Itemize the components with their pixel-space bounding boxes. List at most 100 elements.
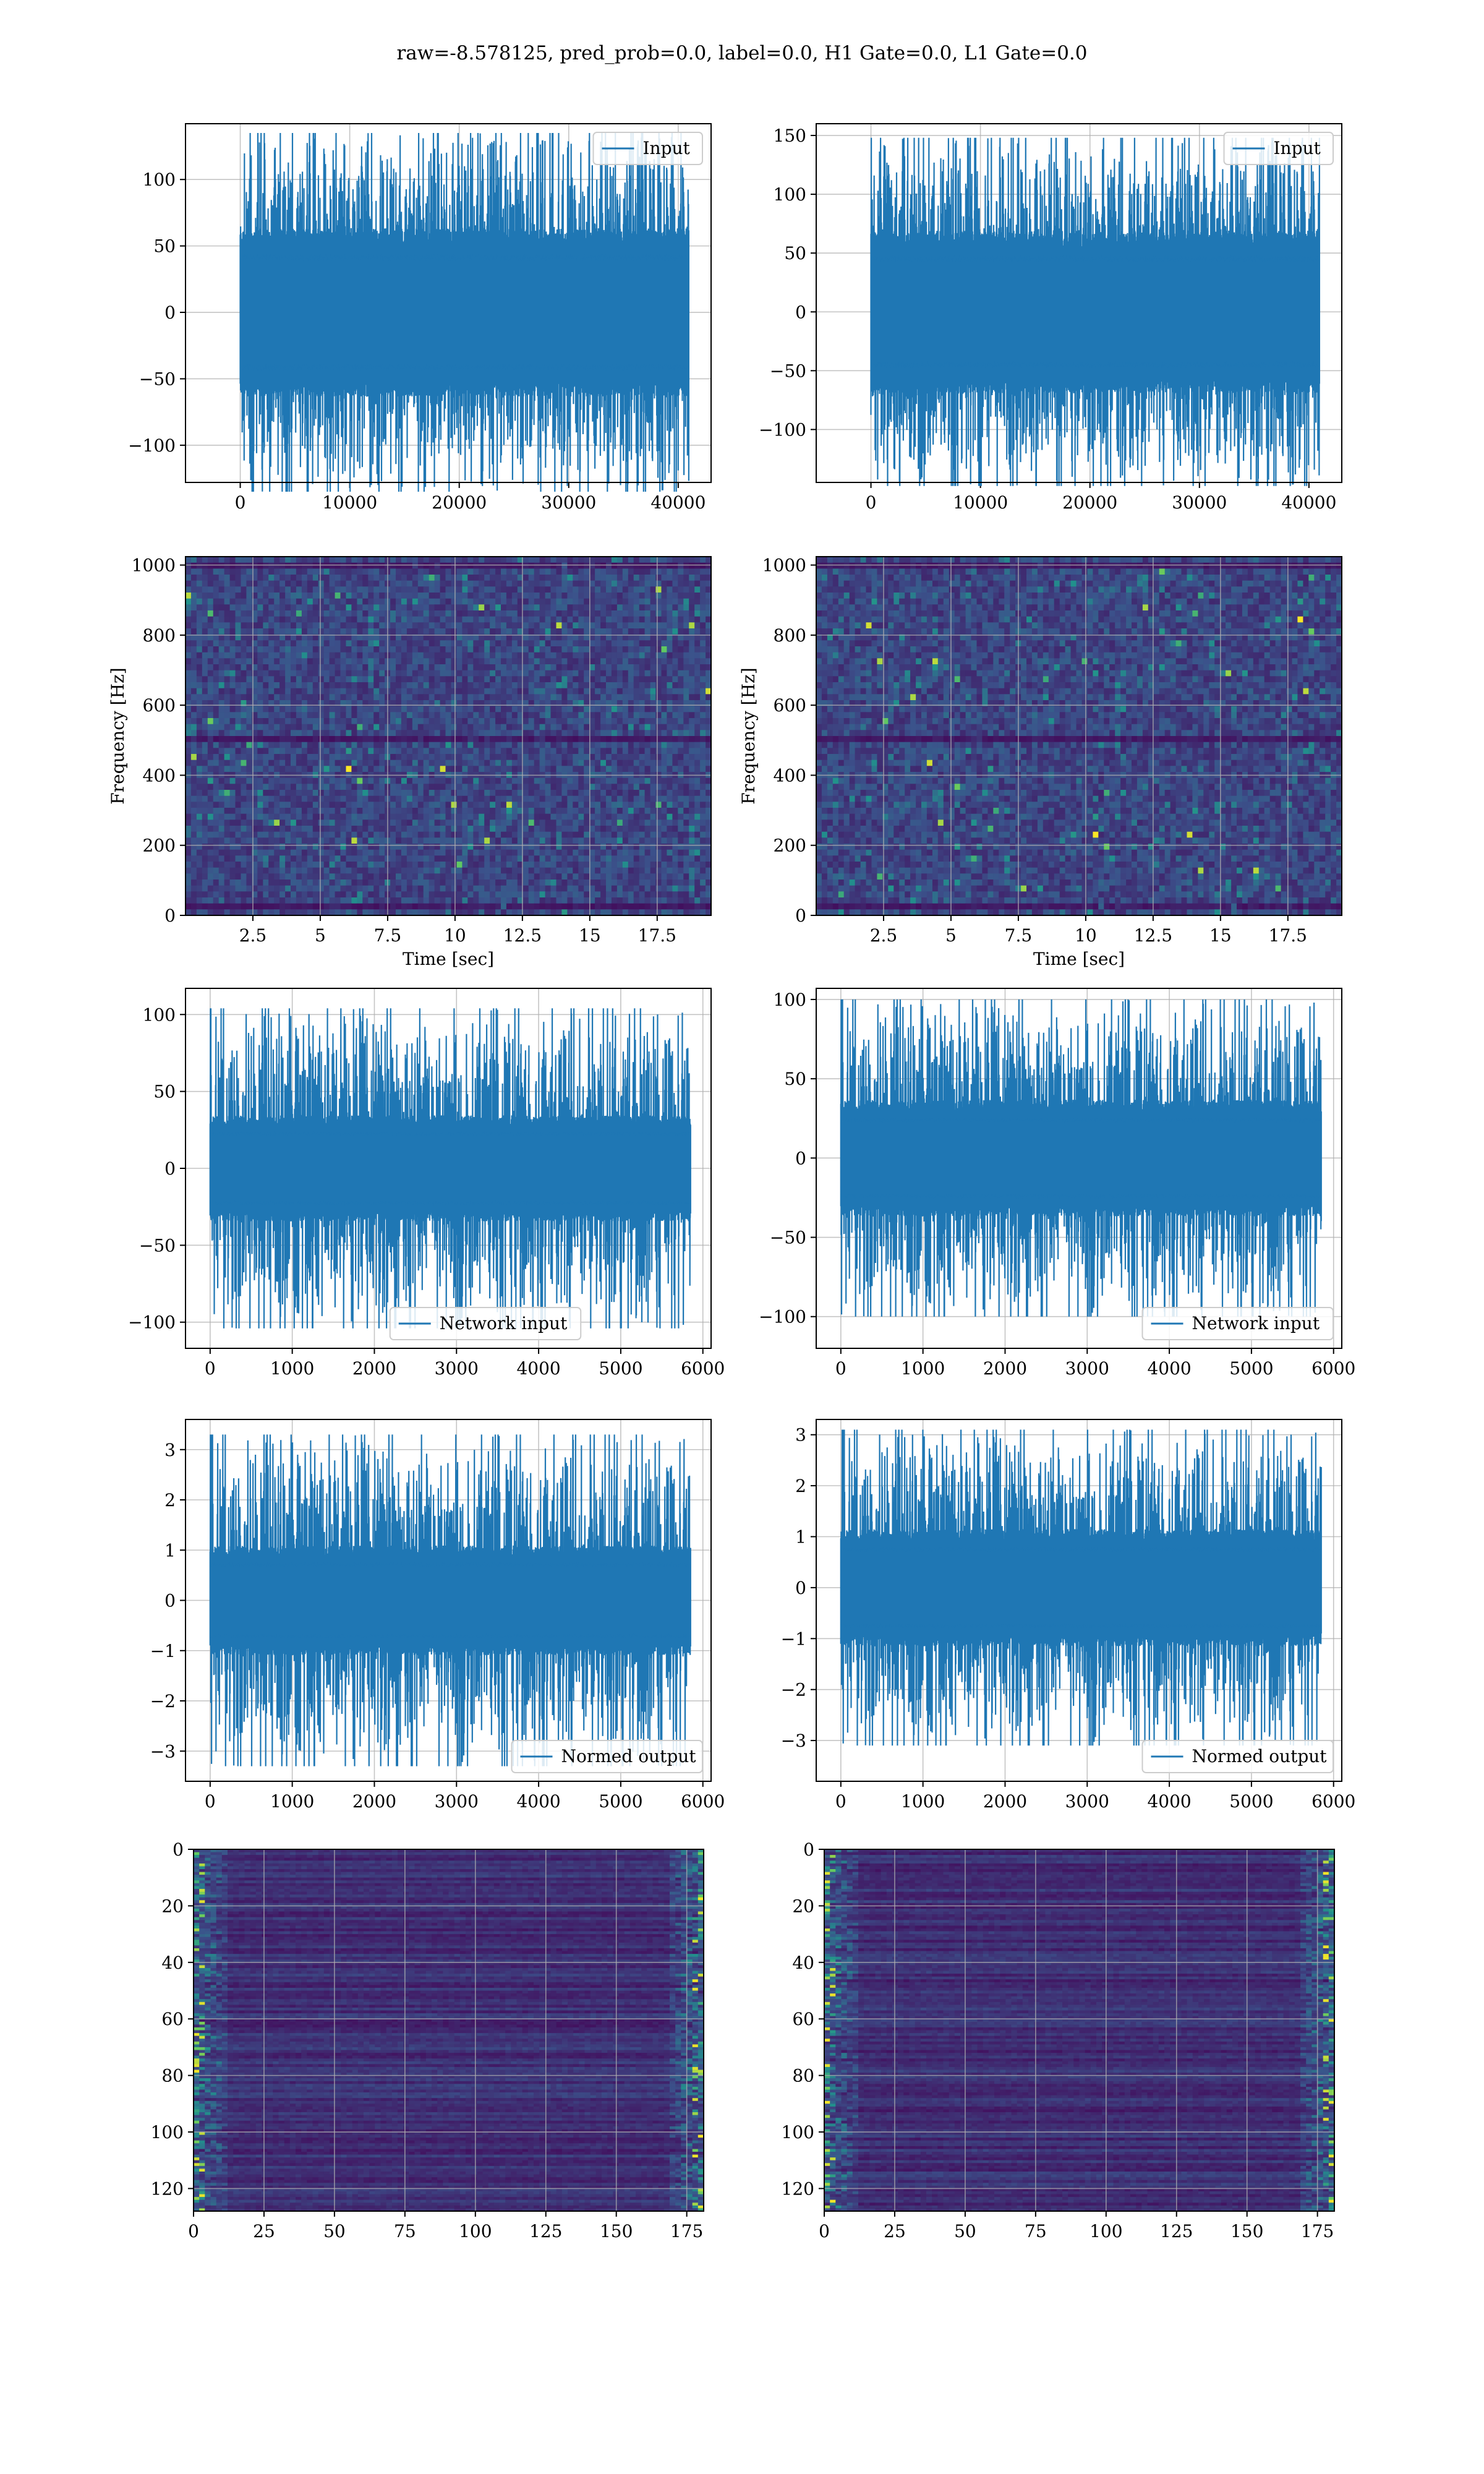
heat-cell bbox=[473, 688, 479, 695]
heat-cell bbox=[672, 754, 678, 760]
heat-cell bbox=[495, 676, 501, 682]
heat-cell bbox=[667, 610, 673, 617]
heat-cell bbox=[246, 832, 252, 838]
heat-cell bbox=[628, 640, 634, 646]
heat-cell bbox=[584, 808, 590, 814]
heat-cell bbox=[512, 628, 518, 635]
heat-cell bbox=[694, 676, 701, 682]
heat-cell bbox=[484, 563, 490, 569]
heat-cell bbox=[307, 862, 313, 868]
heat-cell bbox=[529, 706, 535, 713]
heat-cell bbox=[429, 640, 435, 646]
heat-cell bbox=[645, 718, 651, 724]
heat-cell bbox=[313, 575, 319, 581]
heat-cell bbox=[473, 760, 479, 766]
heat-cell bbox=[689, 599, 695, 605]
heat-cell bbox=[230, 742, 236, 748]
heat-cell bbox=[429, 604, 435, 610]
heat-cell bbox=[700, 581, 706, 587]
heat-cell bbox=[656, 658, 662, 664]
heat-cell bbox=[484, 766, 490, 772]
heat-cell bbox=[324, 766, 330, 772]
heat-cell bbox=[545, 653, 552, 659]
heat-cell bbox=[396, 682, 402, 688]
heat-cell bbox=[506, 706, 513, 713]
heat-cell bbox=[650, 724, 657, 730]
heat-cell bbox=[600, 581, 607, 587]
heat-cell bbox=[346, 688, 352, 695]
heat-cell bbox=[230, 581, 236, 587]
heat-cell bbox=[440, 610, 446, 617]
heat-cell bbox=[412, 646, 419, 653]
heat-cell bbox=[672, 730, 678, 736]
heat-cell bbox=[268, 808, 275, 814]
heat-cell bbox=[373, 712, 380, 718]
heat-cell bbox=[623, 640, 629, 646]
heat-cell bbox=[551, 646, 557, 653]
heat-cell bbox=[357, 586, 363, 593]
heat-cell bbox=[263, 844, 269, 850]
heat-cell bbox=[368, 808, 374, 814]
heat-cell bbox=[440, 844, 446, 850]
heat-cell bbox=[412, 814, 419, 820]
heat-cell bbox=[241, 742, 247, 748]
heat-cell bbox=[529, 778, 535, 784]
heat-cell bbox=[330, 730, 336, 736]
heat-cell bbox=[202, 640, 208, 646]
heat-cell bbox=[645, 742, 651, 748]
heat-cell bbox=[241, 563, 247, 569]
heat-cell bbox=[330, 628, 336, 635]
heat-cell bbox=[490, 622, 496, 628]
heat-cell bbox=[424, 653, 430, 659]
heat-cell bbox=[396, 581, 402, 587]
heat-cell bbox=[274, 640, 280, 646]
heat-cell bbox=[672, 568, 678, 575]
heat-cell bbox=[390, 844, 396, 850]
x-tick-label: 0 bbox=[235, 492, 246, 513]
heat-cell bbox=[506, 694, 513, 700]
heat-cell bbox=[462, 712, 468, 718]
heat-cell bbox=[473, 658, 479, 664]
heat-cell bbox=[401, 688, 407, 695]
heat-cell bbox=[484, 837, 490, 844]
heat-cell bbox=[224, 586, 231, 593]
heat-cell bbox=[578, 586, 584, 593]
heat-cell bbox=[401, 617, 407, 623]
heat-cell bbox=[241, 730, 247, 736]
heat-cell bbox=[224, 844, 231, 850]
heat-cell bbox=[285, 730, 291, 736]
heat-cell bbox=[584, 724, 590, 730]
heat-cell bbox=[246, 628, 252, 635]
heat-cell bbox=[357, 658, 363, 664]
heat-cell bbox=[236, 653, 242, 659]
heat-cell bbox=[484, 688, 490, 695]
heat-cell bbox=[506, 563, 513, 569]
heat-cell bbox=[523, 754, 529, 760]
heat-cell bbox=[429, 742, 435, 748]
heat-cell bbox=[307, 814, 313, 820]
heat-cell bbox=[561, 622, 568, 628]
heat-cell bbox=[396, 862, 402, 868]
heat-cell bbox=[435, 670, 441, 677]
heat-cell bbox=[628, 742, 634, 748]
heat-cell bbox=[335, 575, 341, 581]
heat-cell bbox=[274, 664, 280, 670]
heat-cell bbox=[561, 575, 568, 581]
heat-cell bbox=[379, 617, 385, 623]
heat-cell bbox=[551, 784, 557, 790]
heat-cell bbox=[545, 802, 552, 808]
heat-cell bbox=[650, 850, 657, 856]
heat-cell bbox=[224, 617, 231, 623]
heat-cell bbox=[650, 694, 657, 700]
heat-cell bbox=[401, 844, 407, 850]
y-tick-label: −100 bbox=[759, 419, 806, 440]
heat-cell bbox=[351, 604, 357, 610]
heat-cell bbox=[490, 646, 496, 653]
heat-cell bbox=[407, 563, 413, 569]
heat-cell bbox=[346, 640, 352, 646]
heat-cell bbox=[236, 712, 242, 718]
heat-cell bbox=[241, 706, 247, 713]
heat-cell bbox=[296, 826, 302, 832]
heat-cell bbox=[540, 814, 546, 820]
heat-cell bbox=[224, 593, 231, 599]
